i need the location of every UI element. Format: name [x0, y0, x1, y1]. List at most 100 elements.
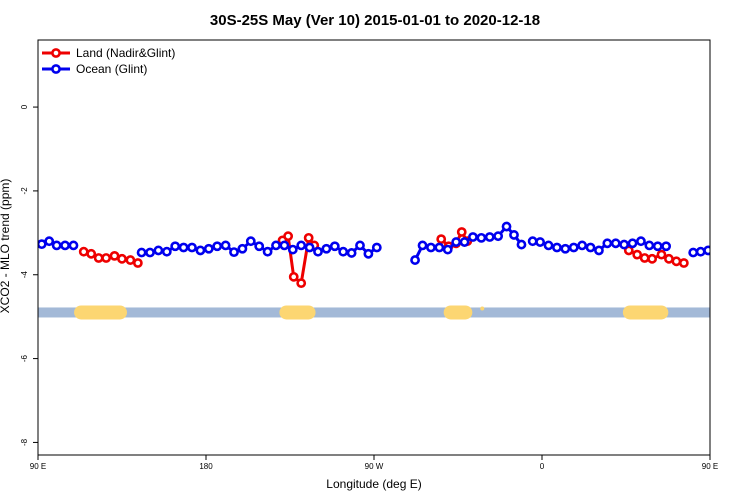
y-tick-label: -4 [20, 271, 29, 279]
data-point [60, 240, 70, 251]
data-point [661, 241, 672, 252]
data-point [178, 242, 189, 253]
data-point [304, 242, 315, 253]
data-point [203, 243, 214, 254]
data-point [136, 247, 147, 258]
legend-label: Ocean (Glint) [76, 62, 147, 76]
data-point [434, 242, 445, 253]
data-point [170, 241, 181, 252]
data-point [338, 246, 349, 257]
data-point [313, 246, 323, 257]
legend-marker [51, 64, 61, 74]
data-point [602, 238, 613, 249]
data-point [288, 271, 299, 282]
x-tick-label: 0 [540, 462, 545, 471]
chart-title: 30S-25S May (Ver 10) 2015-01-01 to 2020-… [210, 12, 540, 29]
data-point [93, 253, 104, 263]
data-point [647, 253, 658, 264]
data-point [321, 243, 332, 254]
data-point [38, 239, 47, 250]
data-point [451, 237, 462, 247]
x-tick-label: 90 E [30, 462, 46, 471]
data-point [656, 249, 667, 260]
data-point [212, 241, 223, 252]
data-point [456, 227, 467, 237]
data-point [109, 250, 120, 261]
data-point [355, 240, 365, 251]
data-point [459, 237, 470, 247]
data-point [442, 244, 453, 255]
data-point [125, 255, 136, 265]
data-point [346, 248, 357, 258]
data-point [493, 231, 504, 242]
series-ocean [38, 221, 735, 265]
data-point [712, 248, 719, 255]
legend-label: Land (Nadir&Glint) [76, 46, 175, 60]
plot-frame [37, 39, 711, 456]
legend: Land (Nadir&Glint) Ocean (Glint) [42, 46, 175, 76]
surface-band [38, 305, 710, 320]
land-band-segment [279, 305, 316, 320]
data-point [296, 240, 307, 251]
data-point [436, 234, 447, 245]
data-point [262, 246, 273, 257]
data-point [484, 232, 495, 242]
data-point [516, 239, 527, 250]
data-point [678, 258, 689, 268]
data-point [44, 236, 55, 247]
data-point [610, 238, 621, 249]
data-point [585, 242, 596, 253]
data-point [636, 236, 646, 247]
data-point [627, 238, 638, 249]
land-band-segment [622, 305, 669, 320]
series-land [78, 227, 689, 289]
data-point [543, 240, 554, 251]
data-point [577, 240, 588, 251]
data-point [639, 253, 650, 263]
data-point [501, 221, 512, 232]
data-point [509, 230, 519, 240]
data-point [703, 245, 710, 256]
data-point [86, 248, 97, 259]
data-point [101, 253, 112, 263]
data-point [468, 232, 478, 242]
data-point [568, 242, 579, 253]
data-point [417, 240, 428, 251]
data-point [632, 249, 643, 260]
data-point [153, 245, 164, 256]
data-point [220, 240, 231, 251]
data-point [363, 248, 374, 259]
data-point [644, 240, 655, 251]
data-point [619, 239, 630, 250]
data-point [720, 241, 727, 248]
data-point [187, 242, 197, 253]
y-tick-label: -2 [20, 187, 29, 195]
data-point [623, 245, 634, 256]
data-point [652, 241, 663, 252]
data-point [279, 240, 290, 251]
data-point [728, 243, 735, 250]
data-point [552, 242, 562, 253]
data-point [410, 255, 420, 265]
ocean-band [38, 307, 710, 318]
data-point [78, 246, 89, 257]
data-point [688, 247, 699, 258]
data-point [287, 244, 298, 255]
x-tick-label: 180 [199, 462, 213, 471]
data-point [476, 232, 487, 243]
data-point [664, 253, 674, 264]
data-point [560, 243, 571, 254]
data-point [229, 247, 239, 258]
data-point [695, 246, 706, 257]
x-tick-label: 90 E [702, 462, 718, 471]
data-point [237, 243, 248, 254]
data-point [132, 258, 143, 268]
data-point [254, 241, 265, 252]
data-point [426, 242, 436, 253]
axis-ticks: 90 E 180 90 W 0 90 E 0 -2 -4 -6 -8 [20, 104, 718, 471]
data-point [671, 256, 682, 267]
data-point [245, 236, 256, 247]
data-point [51, 240, 62, 251]
y-tick-label: -6 [20, 354, 29, 362]
